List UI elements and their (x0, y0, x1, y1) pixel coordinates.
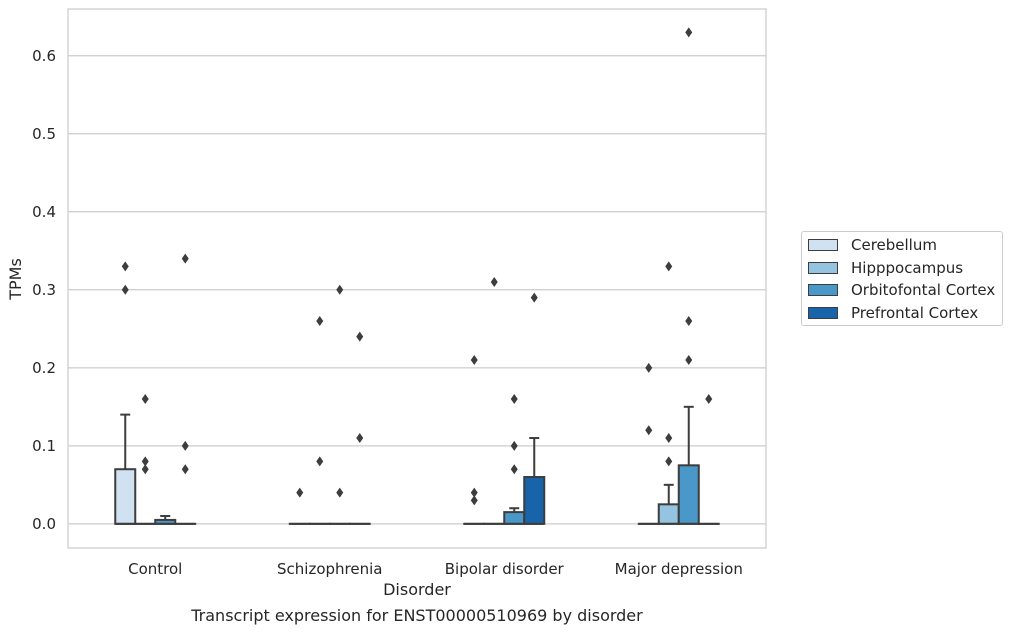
outlier-point (685, 355, 693, 366)
outlier-point (705, 394, 713, 405)
legend-label: Prefrontal Cortex (851, 304, 979, 323)
outlier-point (685, 27, 693, 38)
box-body (114, 468, 137, 525)
x-tick-label: Schizophrenia (277, 560, 382, 578)
outlier-point (470, 487, 478, 498)
outlier-point (665, 261, 673, 272)
box-prefrontal-cortex (348, 331, 371, 525)
y-tick-label: 0.4 (32, 203, 56, 221)
box-prefrontal-cortex (174, 253, 197, 525)
outlier-point (490, 277, 498, 288)
outlier-point (356, 433, 364, 444)
outlier-point (141, 464, 149, 475)
outlier-point (665, 433, 673, 444)
outlier-point (645, 425, 653, 436)
y-axis-label: TPMs (6, 258, 25, 301)
legend-label: Hipppocampus (851, 258, 964, 277)
legend-swatch (808, 261, 838, 274)
x-axis-ticks: Control Schizophrenia Bipolar disorder Majo… (128, 560, 743, 578)
box-orbitofontal-cortex (503, 394, 526, 525)
legend-item: Orbitofontal Cortex (808, 281, 995, 299)
legend-label: Cerebellum (851, 236, 937, 254)
outlier-point (510, 440, 518, 451)
y-tick-label: 0.3 (32, 281, 56, 299)
outlier-point (141, 456, 149, 467)
x-tick-label: Bipolar disorder (445, 560, 565, 578)
box-hipppocampus (134, 394, 157, 525)
outlier-point (316, 316, 324, 327)
box-body (677, 464, 700, 525)
y-tick-label: 0.0 (32, 515, 56, 533)
y-tick-label: 0.5 (32, 125, 56, 143)
y-axis-ticks: 0.0 0.1 0.2 0.3 0.4 0.5 0.6 (32, 47, 56, 533)
outlier-point (296, 487, 304, 498)
y-tick-label: 0.6 (32, 47, 56, 65)
box-orbitofontal-cortex (677, 27, 700, 525)
outlier-point (141, 394, 149, 405)
legend-label: Orbitofontal Cortex (851, 281, 996, 300)
legend: Cerebellum Hipppocampus Orbitofontal Corte… (801, 231, 1003, 326)
box-hipppocampus (657, 261, 680, 525)
box-orbitofontal-cortex (328, 284, 351, 525)
box-cerebellum (637, 362, 660, 525)
gridlines (68, 55, 766, 525)
outlier-point (685, 316, 693, 327)
outlier-point (336, 487, 344, 498)
chart-caption: Transcript expression for ENST0000051096… (191, 606, 643, 625)
x-tick-label: Control (128, 560, 182, 578)
x-axis-label: Disorder (383, 580, 451, 599)
x-tick-label: Major depression (615, 560, 743, 578)
outlier-point (181, 440, 189, 451)
outlier-point (645, 362, 653, 373)
outlier-point (530, 292, 538, 303)
outlier-point (510, 464, 518, 475)
legend-item: Cerebellum (808, 236, 937, 254)
box-orbitofontal-cortex (154, 515, 177, 525)
outlier-point (470, 495, 478, 506)
outlier-point (121, 284, 129, 295)
outlier-point (336, 284, 344, 295)
legend-swatch (808, 239, 838, 251)
outlier-point (181, 253, 189, 264)
outlier-point (356, 331, 364, 342)
box-cerebellum (463, 355, 486, 525)
box-body (657, 503, 680, 525)
box-cerebellum (114, 261, 137, 525)
box-prefrontal-cortex (523, 292, 546, 525)
y-tick-label: 0.2 (32, 359, 56, 377)
legend-swatch (808, 284, 838, 297)
legend-item: Hipppocampus (808, 259, 963, 277)
box-hipppocampus (483, 277, 506, 525)
box-series (114, 27, 720, 525)
outlier-point (470, 355, 478, 366)
y-tick-label: 0.1 (32, 437, 56, 455)
outlier-point (665, 456, 673, 467)
plot-frame (67, 8, 767, 549)
box-hipppocampus (308, 316, 331, 525)
legend-item: Prefrontal Cortex (808, 304, 978, 322)
box-body (503, 511, 526, 525)
outlier-point (510, 394, 518, 405)
outlier-point (316, 456, 324, 467)
box-prefrontal-cortex (697, 394, 720, 525)
box-cerebellum (288, 487, 311, 525)
box-body (523, 476, 546, 525)
outlier-point (181, 464, 189, 475)
outlier-point (121, 261, 129, 272)
legend-swatch (808, 307, 838, 320)
